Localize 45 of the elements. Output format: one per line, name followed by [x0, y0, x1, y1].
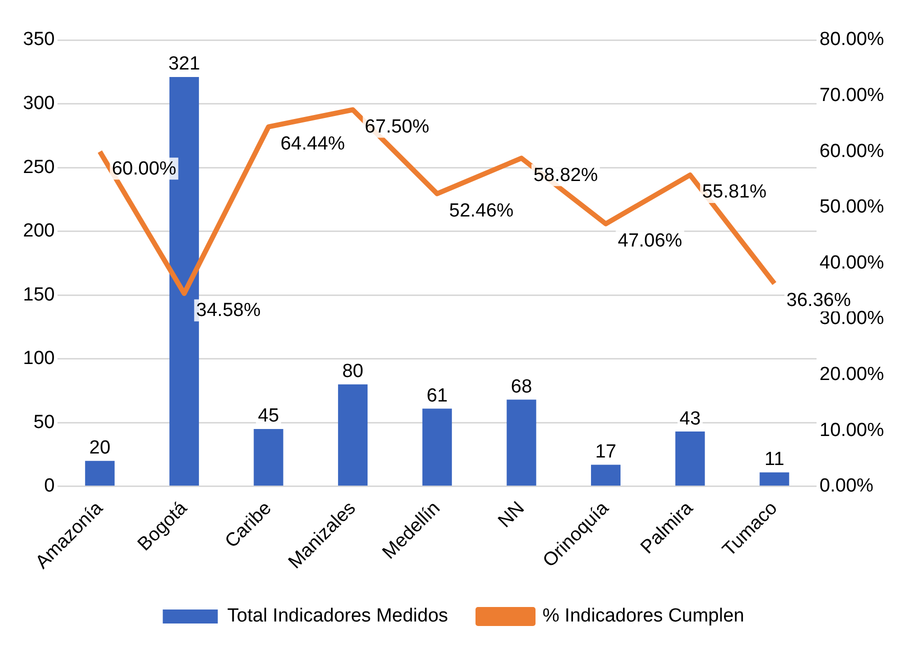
bar [675, 432, 705, 486]
data-label: 20 [89, 438, 110, 459]
data-label: 321 [168, 54, 200, 75]
y2-tick-label: 50.00% [820, 196, 884, 218]
y-tick-label: 250 [23, 156, 55, 178]
data-label: 17 [595, 441, 616, 462]
x-tick-label: NN [494, 498, 529, 532]
data-label: 43 [680, 408, 701, 430]
data-label: 34.58% [196, 300, 261, 322]
y2-tick-label: 60.00% [820, 140, 884, 162]
y2-tick-label: 40.00% [820, 252, 884, 274]
y-tick-label: 150 [23, 284, 55, 306]
y-tick-label: 300 [23, 93, 55, 114]
bar [254, 428, 284, 486]
y-tick-label: 200 [23, 220, 55, 242]
y2-tick-label: 20.00% [820, 364, 884, 386]
y-tick-label: 100 [23, 348, 55, 370]
bar [760, 472, 790, 486]
bar [338, 384, 368, 486]
y-tick-label: 50 [34, 412, 55, 433]
data-label: 45 [258, 406, 280, 427]
y2-tick-label: 10.00% [820, 420, 884, 441]
y2-tick-label: 80.00% [820, 29, 884, 50]
data-label: 36.36% [786, 290, 851, 312]
y-tick-label: 0 [44, 476, 55, 497]
bar [591, 464, 621, 486]
data-label: 60.00% [112, 158, 176, 180]
data-label: 68 [510, 376, 532, 398]
data-label: 61 [426, 385, 448, 406]
bar [422, 408, 452, 486]
data-label: 80 [342, 361, 364, 382]
legend-label: % Indicadores Cumplen [542, 606, 744, 627]
bar [506, 400, 536, 486]
y2-tick-label: 0.00% [820, 476, 874, 497]
data-label: 58.82% [533, 164, 598, 186]
data-label: 52.46% [449, 200, 514, 222]
data-label: 67.50% [364, 116, 430, 138]
legend-label: Total Indicadores Medidos [227, 606, 448, 627]
y2-tick-label: 70.00% [820, 85, 884, 106]
y-tick-label: 350 [23, 29, 55, 50]
data-label: 11 [764, 449, 784, 470]
bar [85, 460, 115, 486]
data-label: 47.06% [618, 230, 682, 252]
data-label: 55.81% [702, 182, 767, 203]
data-label: 64.44% [280, 134, 346, 155]
